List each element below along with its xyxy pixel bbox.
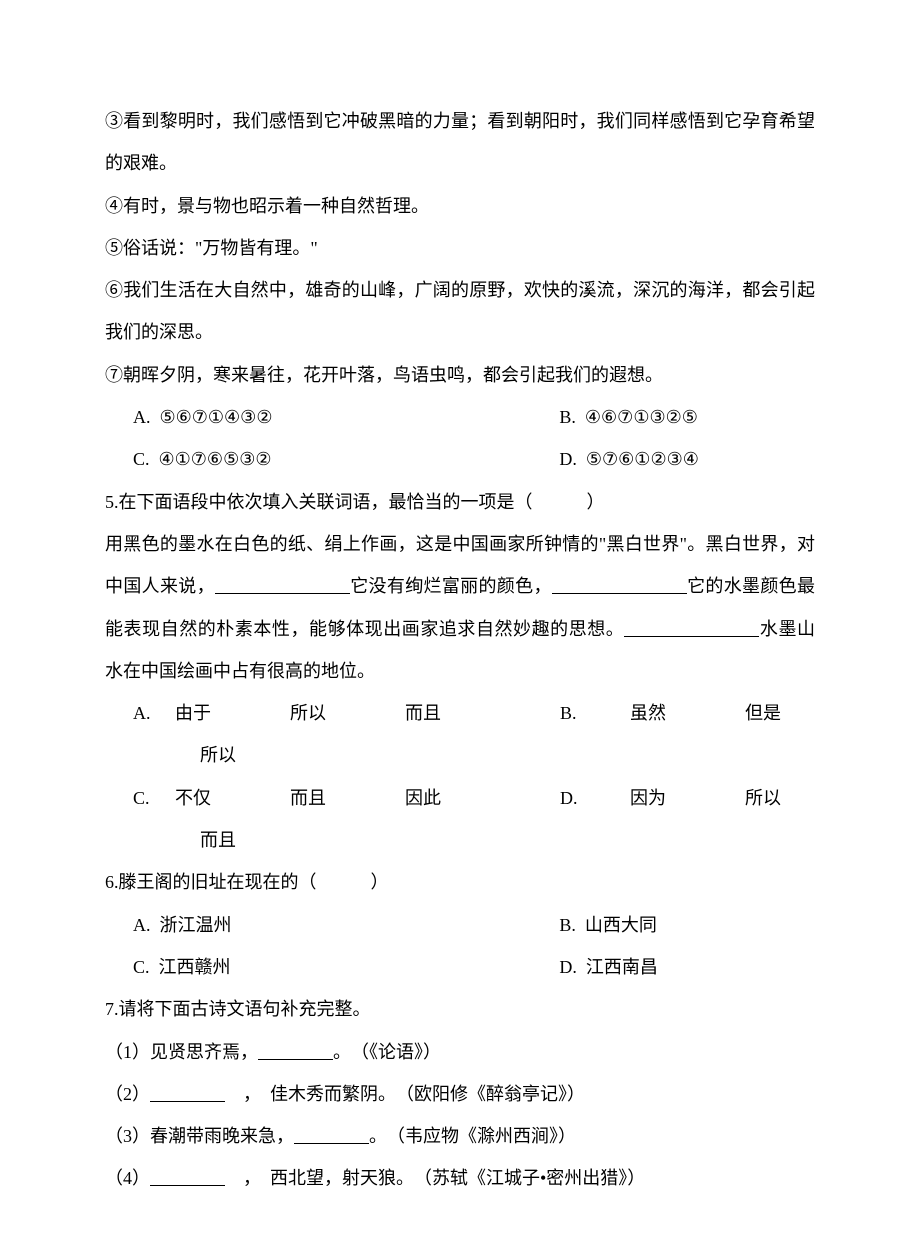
q7-stem: 7.请将下面古诗文语句补充完整。	[105, 988, 815, 1030]
option-label: C.	[133, 957, 150, 977]
blank-line	[624, 615, 759, 637]
q7-item-1-post: 。 （《论语》）	[333, 1042, 441, 1062]
q7-item-2-pre: （2）	[105, 1084, 150, 1104]
option-text: 江西赣州	[159, 957, 231, 977]
option-label: A.	[105, 692, 175, 734]
q5-option-c-row: C. 不仅 而且 因此 D. 因为 所以	[105, 777, 815, 819]
q6-options-row-1: A. 浙江温州 B. 山西大同	[105, 904, 815, 946]
blank-line	[552, 572, 687, 594]
blank-line	[294, 1122, 369, 1144]
q7-item-3-pre: （3）春潮带雨晚来急，	[105, 1126, 294, 1146]
q7-item-1: （1）见贤思齐焉， 。 （《论语》）	[105, 1031, 815, 1073]
q5-c-w1: 不仅	[175, 777, 290, 819]
q7-item-2: （2） ， 佳木秀而繁阴。 （欧阳修《醉翁亭记》）	[105, 1073, 815, 1115]
q6-option-b: B. 山西大同	[559, 904, 815, 946]
q5-stem: 5.在下面语段中依次填入关联词语，最恰当的一项是（ ）	[105, 481, 815, 523]
q5-a-w1: 由于	[175, 692, 290, 734]
q4-statement-4: ④有时，景与物也昭示着一种自然哲理。	[105, 185, 815, 227]
q4-statement-5: ⑤俗话说："万物皆有理。"	[105, 227, 815, 269]
q7-item-1-pre: （1）见贤思齐焉，	[105, 1042, 258, 1062]
q7-item-3-post: 。 （韦应物《滁州西涧》）	[369, 1126, 576, 1146]
q7-item-4: （4） ， 西北望，射天狼。 （苏轼《江城子•密州出猎》）	[105, 1157, 815, 1199]
q6-option-c: C. 江西赣州	[105, 946, 559, 988]
q5-d-w3: 而且	[105, 819, 815, 861]
q7-item-2-post: ， 佳木秀而繁阴。 （欧阳修《醉翁亭记》）	[225, 1084, 585, 1104]
q5-b-w1: 虽然	[630, 692, 745, 734]
option-text: ④⑥⑦①③②⑤	[585, 407, 698, 427]
q5-body: 用黑色的墨水在白色的纸、绢上作画，这是中国画家所钟情的"黑白世界"。黑白世界，对…	[105, 523, 815, 692]
blank-line	[258, 1038, 333, 1060]
option-text: ⑤⑦⑥①②③④	[586, 449, 699, 469]
q5-b-w3: 所以	[105, 734, 815, 776]
q5-a-w2: 所以	[290, 692, 405, 734]
option-label: D.	[559, 449, 577, 469]
option-label: C.	[133, 449, 150, 469]
q5-a-w3: 而且	[405, 692, 560, 734]
option-text: ⑤⑥⑦①④③②	[160, 407, 273, 427]
q6-option-a: A. 浙江温州	[105, 904, 559, 946]
q6-option-d: D. 江西南昌	[559, 946, 815, 988]
q4-options-row-2: C. ④①⑦⑥⑤③② D. ⑤⑦⑥①②③④	[105, 438, 815, 480]
blank-line	[150, 1164, 225, 1186]
q5-d-w2: 所以	[745, 777, 781, 819]
option-text: 浙江温州	[160, 915, 232, 935]
q5-c-w3: 因此	[405, 777, 560, 819]
option-label: B.	[559, 915, 576, 935]
q4-option-b: B. ④⑥⑦①③②⑤	[559, 396, 815, 438]
q5-options: A. 由于 所以 而且 B. 虽然 但是 所以 C. 不仅 而且 因此 D. 因…	[105, 692, 815, 861]
q7-item-3: （3）春潮带雨晚来急， 。 （韦应物《滁州西涧》）	[105, 1115, 815, 1157]
q5-option-a-row: A. 由于 所以 而且 B. 虽然 但是	[105, 692, 815, 734]
q4-option-c: C. ④①⑦⑥⑤③②	[105, 438, 559, 480]
option-label: A.	[133, 915, 151, 935]
q4-statement-6: ⑥我们生活在大自然中，雄奇的山峰，广阔的原野，欢快的溪流，深沉的海洋，都会引起我…	[105, 269, 815, 354]
q4-option-a: A. ⑤⑥⑦①④③②	[105, 396, 559, 438]
q5-body-mid1: 它没有绚烂富丽的颜色，	[350, 576, 552, 596]
q7-item-4-pre: （4）	[105, 1168, 150, 1188]
option-label: A.	[133, 407, 151, 427]
blank-line	[150, 1080, 225, 1102]
q7-item-4-post: ， 西北望，射天狼。 （苏轼《江城子•密州出猎》）	[225, 1168, 645, 1188]
q5-b-w2: 但是	[745, 692, 781, 734]
option-text: 江西南昌	[586, 957, 658, 977]
q4-option-d: D. ⑤⑦⑥①②③④	[559, 438, 815, 480]
q6-stem: 6.滕王阁的旧址在现在的（ ）	[105, 861, 815, 903]
option-text: ④①⑦⑥⑤③②	[159, 449, 272, 469]
option-text: 山西大同	[585, 915, 657, 935]
option-label: B.	[560, 692, 630, 734]
option-label: D.	[560, 777, 630, 819]
option-label: C.	[105, 777, 175, 819]
q5-d-w1: 因为	[630, 777, 745, 819]
q5-c-w2: 而且	[290, 777, 405, 819]
blank-line	[215, 572, 350, 594]
q4-options-row-1: A. ⑤⑥⑦①④③② B. ④⑥⑦①③②⑤	[105, 396, 815, 438]
option-label: D.	[559, 957, 577, 977]
q4-statement-3: ③看到黎明时，我们感悟到它冲破黑暗的力量；看到朝阳时，我们同样感悟到它孕育希望的…	[105, 100, 815, 185]
q4-statement-7: ⑦朝晖夕阴，寒来暑往，花开叶落，鸟语虫鸣，都会引起我们的遐想。	[105, 354, 815, 396]
q6-options-row-2: C. 江西赣州 D. 江西南昌	[105, 946, 815, 988]
option-label: B.	[559, 407, 576, 427]
